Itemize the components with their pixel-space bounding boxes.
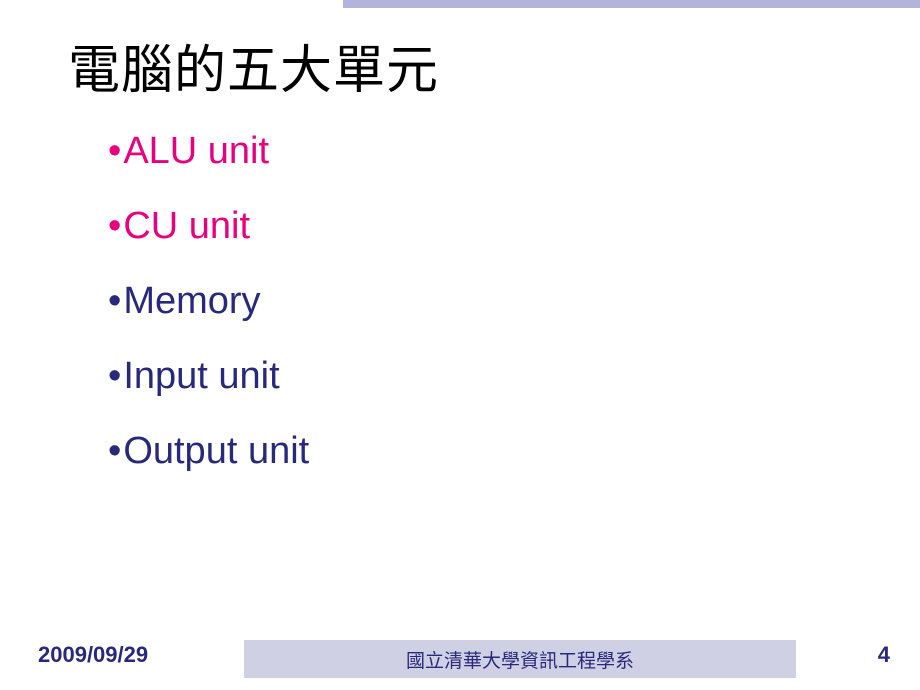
bullet-icon: •: [108, 430, 121, 473]
bullet-item: • Input unit: [108, 355, 309, 398]
bullet-text: ALU unit: [123, 130, 269, 173]
bullet-item: • Memory: [108, 280, 309, 323]
footer-organization: 國立清華大學資訊工程學系: [406, 646, 634, 673]
bullet-icon: •: [108, 355, 121, 398]
bullet-text: Output unit: [123, 430, 309, 473]
footer-date: 2009/09/29: [38, 642, 148, 668]
bullet-item: • CU unit: [108, 205, 309, 248]
slide-title: 電腦的五大單元: [68, 28, 439, 103]
bullet-item: • Output unit: [108, 430, 309, 473]
bullet-item: • ALU unit: [108, 130, 309, 173]
bullet-text: Memory: [123, 280, 260, 323]
bullet-list: • ALU unit • CU unit • Memory • Input un…: [108, 130, 309, 505]
bullet-text: CU unit: [123, 205, 250, 248]
bullet-text: Input unit: [123, 355, 279, 398]
bullet-icon: •: [108, 205, 121, 248]
top-accent-bar: [343, 0, 920, 8]
page-number: 4: [878, 642, 890, 668]
bullet-icon: •: [108, 280, 121, 323]
footer-bar: 國立清華大學資訊工程學系: [244, 640, 796, 678]
bullet-icon: •: [108, 130, 121, 173]
